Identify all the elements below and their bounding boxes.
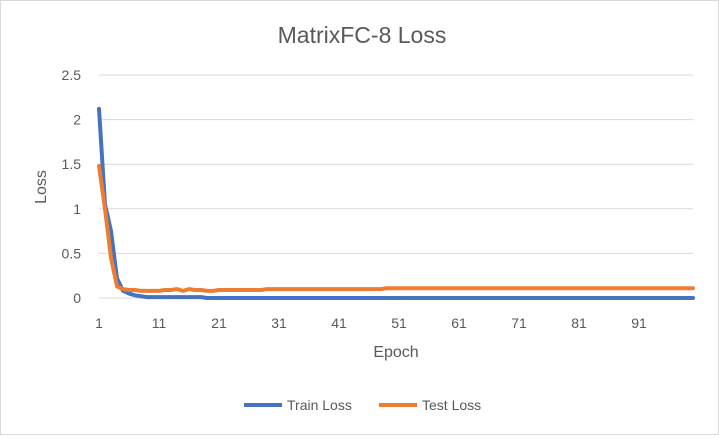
x-tick-label: 91 <box>631 315 647 331</box>
x-tick-label: 51 <box>391 315 407 331</box>
train-loss-line <box>97 106 695 300</box>
y-tick-label: 0 <box>73 290 81 306</box>
x-tick-label: 1 <box>95 315 103 331</box>
legend-train-label: Train Loss <box>287 397 352 413</box>
x-tick-label: 81 <box>571 315 587 331</box>
x-tick-label: 31 <box>271 315 287 331</box>
y-tick-label: 1 <box>73 201 81 217</box>
chart-title: MatrixFC-8 Loss <box>278 22 447 48</box>
x-tick-label: 41 <box>331 315 347 331</box>
x-tick-label: 11 <box>152 315 167 331</box>
x-tick-label: 21 <box>211 315 227 331</box>
x-tick-label: 61 <box>451 315 467 331</box>
gridlines <box>99 74 693 299</box>
series-lines <box>97 106 695 300</box>
y-axis-ticks: 0 0.5 1 1.5 2 2.5 <box>62 67 82 306</box>
test-loss-line <box>97 163 695 293</box>
x-axis-label: Epoch <box>373 344 418 361</box>
y-tick-label: 0.5 <box>62 245 82 261</box>
y-tick-label: 2 <box>73 112 81 128</box>
legend: Train Loss Test Loss <box>244 397 481 413</box>
y-tick-label: 1.5 <box>62 156 82 172</box>
y-tick-label: 2.5 <box>62 67 82 83</box>
y-axis-label: Loss <box>33 170 50 204</box>
legend-test-label: Test Loss <box>422 397 481 413</box>
x-tick-label: 71 <box>511 315 527 331</box>
x-axis-ticks: 1 11 21 31 41 51 61 71 81 91 <box>95 315 647 331</box>
